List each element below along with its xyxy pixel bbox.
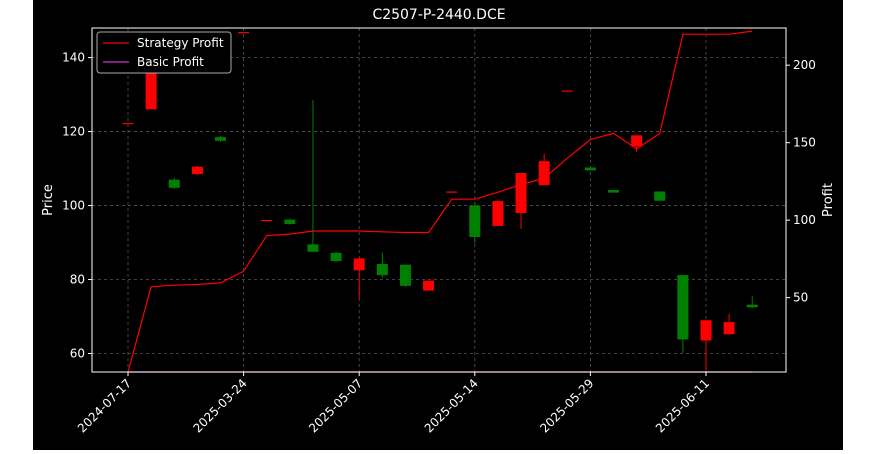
candle-body [700, 320, 712, 341]
candle-body [723, 322, 735, 335]
candle-body [492, 201, 504, 226]
candle-body [608, 190, 620, 193]
candle-body [214, 137, 226, 141]
candle-body [330, 252, 342, 262]
candle-body [122, 123, 134, 125]
plot-area [92, 28, 786, 372]
candle-body [677, 275, 689, 340]
y-axis-label-right: Profit [821, 183, 836, 217]
y-tick-label-right: 200 [793, 58, 816, 72]
candle-body [284, 219, 296, 225]
candle-body [515, 172, 527, 213]
candle-body [191, 166, 203, 175]
y-tick-label-right: 150 [793, 136, 816, 150]
y-tick-label-left: 140 [62, 51, 85, 65]
candle-body [446, 191, 458, 193]
candles [122, 32, 758, 371]
plot-frame [91, 27, 787, 373]
candle-body [261, 219, 273, 222]
legend-box [96, 31, 232, 74]
candle-body [538, 161, 550, 186]
candle-body [423, 280, 435, 291]
strategy-profit-line [127, 30, 753, 373]
y-tick-label-right: 100 [793, 213, 816, 227]
legend-strategy-label: Strategy Profit [137, 36, 224, 50]
chart-title: C2507-P-2440.DCE [372, 7, 505, 23]
candle-body [654, 191, 666, 201]
candle-body [469, 205, 481, 237]
y-tick-label-left: 100 [62, 199, 85, 213]
y-axis-label-left: Price [41, 184, 56, 216]
legend-basic-label: Basic Profit [137, 55, 204, 69]
y-tick-label-right: 50 [793, 291, 808, 305]
y-tick-label-left: 60 [70, 347, 85, 361]
candle-body [584, 167, 596, 171]
candle-body [399, 264, 411, 286]
candle-body [376, 263, 388, 276]
candle-body [353, 258, 365, 271]
legend: Strategy Profit Basic Profit [96, 31, 232, 74]
candle-body [238, 32, 250, 34]
candle-body [145, 50, 157, 110]
y-tick-label-left: 80 [70, 273, 85, 287]
candle-body [168, 179, 180, 188]
candle-body [307, 244, 319, 252]
candle-body [631, 135, 643, 147]
candle-body [561, 90, 573, 92]
candle-body [746, 304, 758, 308]
y-tick-label-left: 120 [62, 125, 85, 139]
